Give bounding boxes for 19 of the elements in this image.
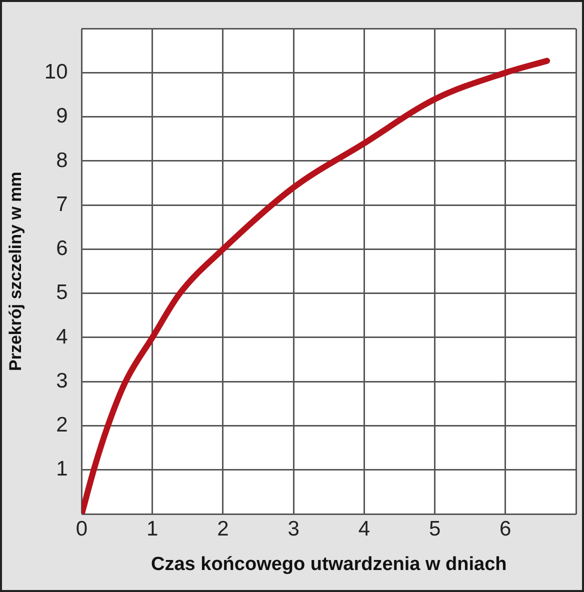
y-tick-label: 7 bbox=[56, 192, 68, 216]
y-tick-label: 1 bbox=[56, 458, 68, 481]
y-tick-label: 5 bbox=[56, 281, 68, 304]
x-tick-label: 4 bbox=[358, 517, 370, 540]
x-tick-label: 0 bbox=[76, 517, 88, 540]
x-tick-label: 2 bbox=[217, 517, 229, 540]
y-tick-label: 6 bbox=[56, 237, 68, 260]
x-tick-label: 6 bbox=[500, 517, 512, 540]
x-tick-label: 1 bbox=[146, 517, 158, 540]
y-tick-label: 3 bbox=[56, 369, 68, 392]
y-axis-title: Przekrój szczeliny w mm bbox=[6, 172, 25, 371]
y-tick-label: 2 bbox=[56, 414, 68, 437]
x-tick-label: 5 bbox=[428, 517, 441, 540]
x-tick-label: 3 bbox=[288, 517, 300, 540]
y-tick-label: 4 bbox=[56, 325, 68, 348]
x-axis-title: Czas końcowego utwardzenia w dniach bbox=[150, 554, 507, 575]
y-tick-label: 9 bbox=[56, 104, 68, 128]
y-tick-label: 10 bbox=[44, 60, 68, 84]
y-tick-label: 8 bbox=[56, 148, 68, 172]
